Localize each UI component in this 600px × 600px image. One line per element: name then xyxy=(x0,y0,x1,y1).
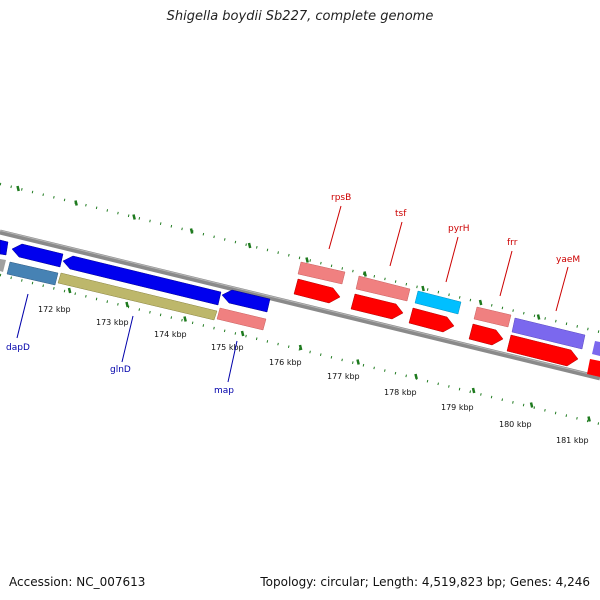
gene-box-yaeM xyxy=(511,317,586,350)
reverse-label-leaders xyxy=(16,293,238,383)
kbp-label: 176 kbp xyxy=(269,358,302,367)
gene-box-map xyxy=(216,307,267,331)
gene-box-glnD xyxy=(57,272,218,321)
gene-label-tsf: tsf xyxy=(395,209,407,219)
outer-tick-row xyxy=(0,182,600,334)
outer-minor-ticks xyxy=(0,182,600,334)
gene-box-dapD xyxy=(6,261,59,286)
kbp-label: 174 kbp xyxy=(154,330,187,339)
gene-box-frr xyxy=(473,306,512,328)
gene-arrow-glnD xyxy=(62,255,222,306)
forward-cog-row xyxy=(297,261,600,356)
reverse-cog-row xyxy=(0,259,267,331)
gene-box-rpsB xyxy=(297,261,346,285)
kbp-label: 181 kbp xyxy=(556,436,589,445)
gene-arrow-map xyxy=(221,289,271,313)
genome-backbone-highlight xyxy=(0,230,600,377)
kbp-label: 173 kbp xyxy=(96,318,129,327)
gene-label-pyrH: pyrH xyxy=(448,224,470,234)
accession-text: Accession: NC_007613 xyxy=(9,575,146,589)
gene-box-partial-left xyxy=(0,259,6,272)
forward-arrow-row xyxy=(293,278,600,377)
gene-label-yaeM: yaeM xyxy=(556,255,580,265)
forward-label-leaders xyxy=(328,205,569,312)
gene-box-tsf xyxy=(355,275,411,302)
gene-label-map: map xyxy=(214,386,234,396)
gene-arrow xyxy=(11,243,64,268)
gene-label-dapD: dapD xyxy=(6,343,30,353)
kbp-label: 180 kbp xyxy=(499,420,532,429)
gene-arrow-partial-left xyxy=(0,239,9,256)
gene-arrow-frr xyxy=(468,323,504,346)
inner-tick-row xyxy=(0,273,600,426)
gene-label-glnD: glnD xyxy=(110,365,131,375)
gene-label-rpsB: rpsB xyxy=(331,193,351,203)
kbp-label: 175 kbp xyxy=(211,343,244,352)
kbp-labels: 172 kbp 173 kbp 174 kbp 175 kbp 176 kbp … xyxy=(38,305,589,445)
gene-box-partial xyxy=(592,341,600,356)
gene-label-frr: frr xyxy=(507,238,518,248)
gene-arrow-partial xyxy=(587,359,600,377)
outer-major-ticks xyxy=(16,185,541,320)
gene-box-pyrH xyxy=(414,290,462,315)
forward-gene-labels: rpsB tsf pyrH frr yaeM xyxy=(331,193,580,265)
map-title: Shigella boydii Sb227, complete genome xyxy=(166,9,434,24)
reverse-arrow-row xyxy=(0,239,271,313)
topology-text: Topology: circular; Length: 4,519,823 bp… xyxy=(260,575,590,589)
genome-backbone xyxy=(0,229,600,381)
kbp-label: 179 kbp xyxy=(441,403,474,412)
reverse-gene-labels: dapD glnD map xyxy=(6,343,234,396)
kbp-label: 177 kbp xyxy=(327,372,360,381)
gene-arrow-pyrH xyxy=(408,307,455,333)
gene-arrow-rpsB xyxy=(293,278,341,304)
inner-major-ticks xyxy=(67,287,591,422)
kbp-label: 172 kbp xyxy=(38,305,71,314)
kbp-label: 178 kbp xyxy=(384,388,417,397)
gene-arrow-yaeM xyxy=(506,334,579,367)
gene-arrow-tsf xyxy=(350,293,404,320)
